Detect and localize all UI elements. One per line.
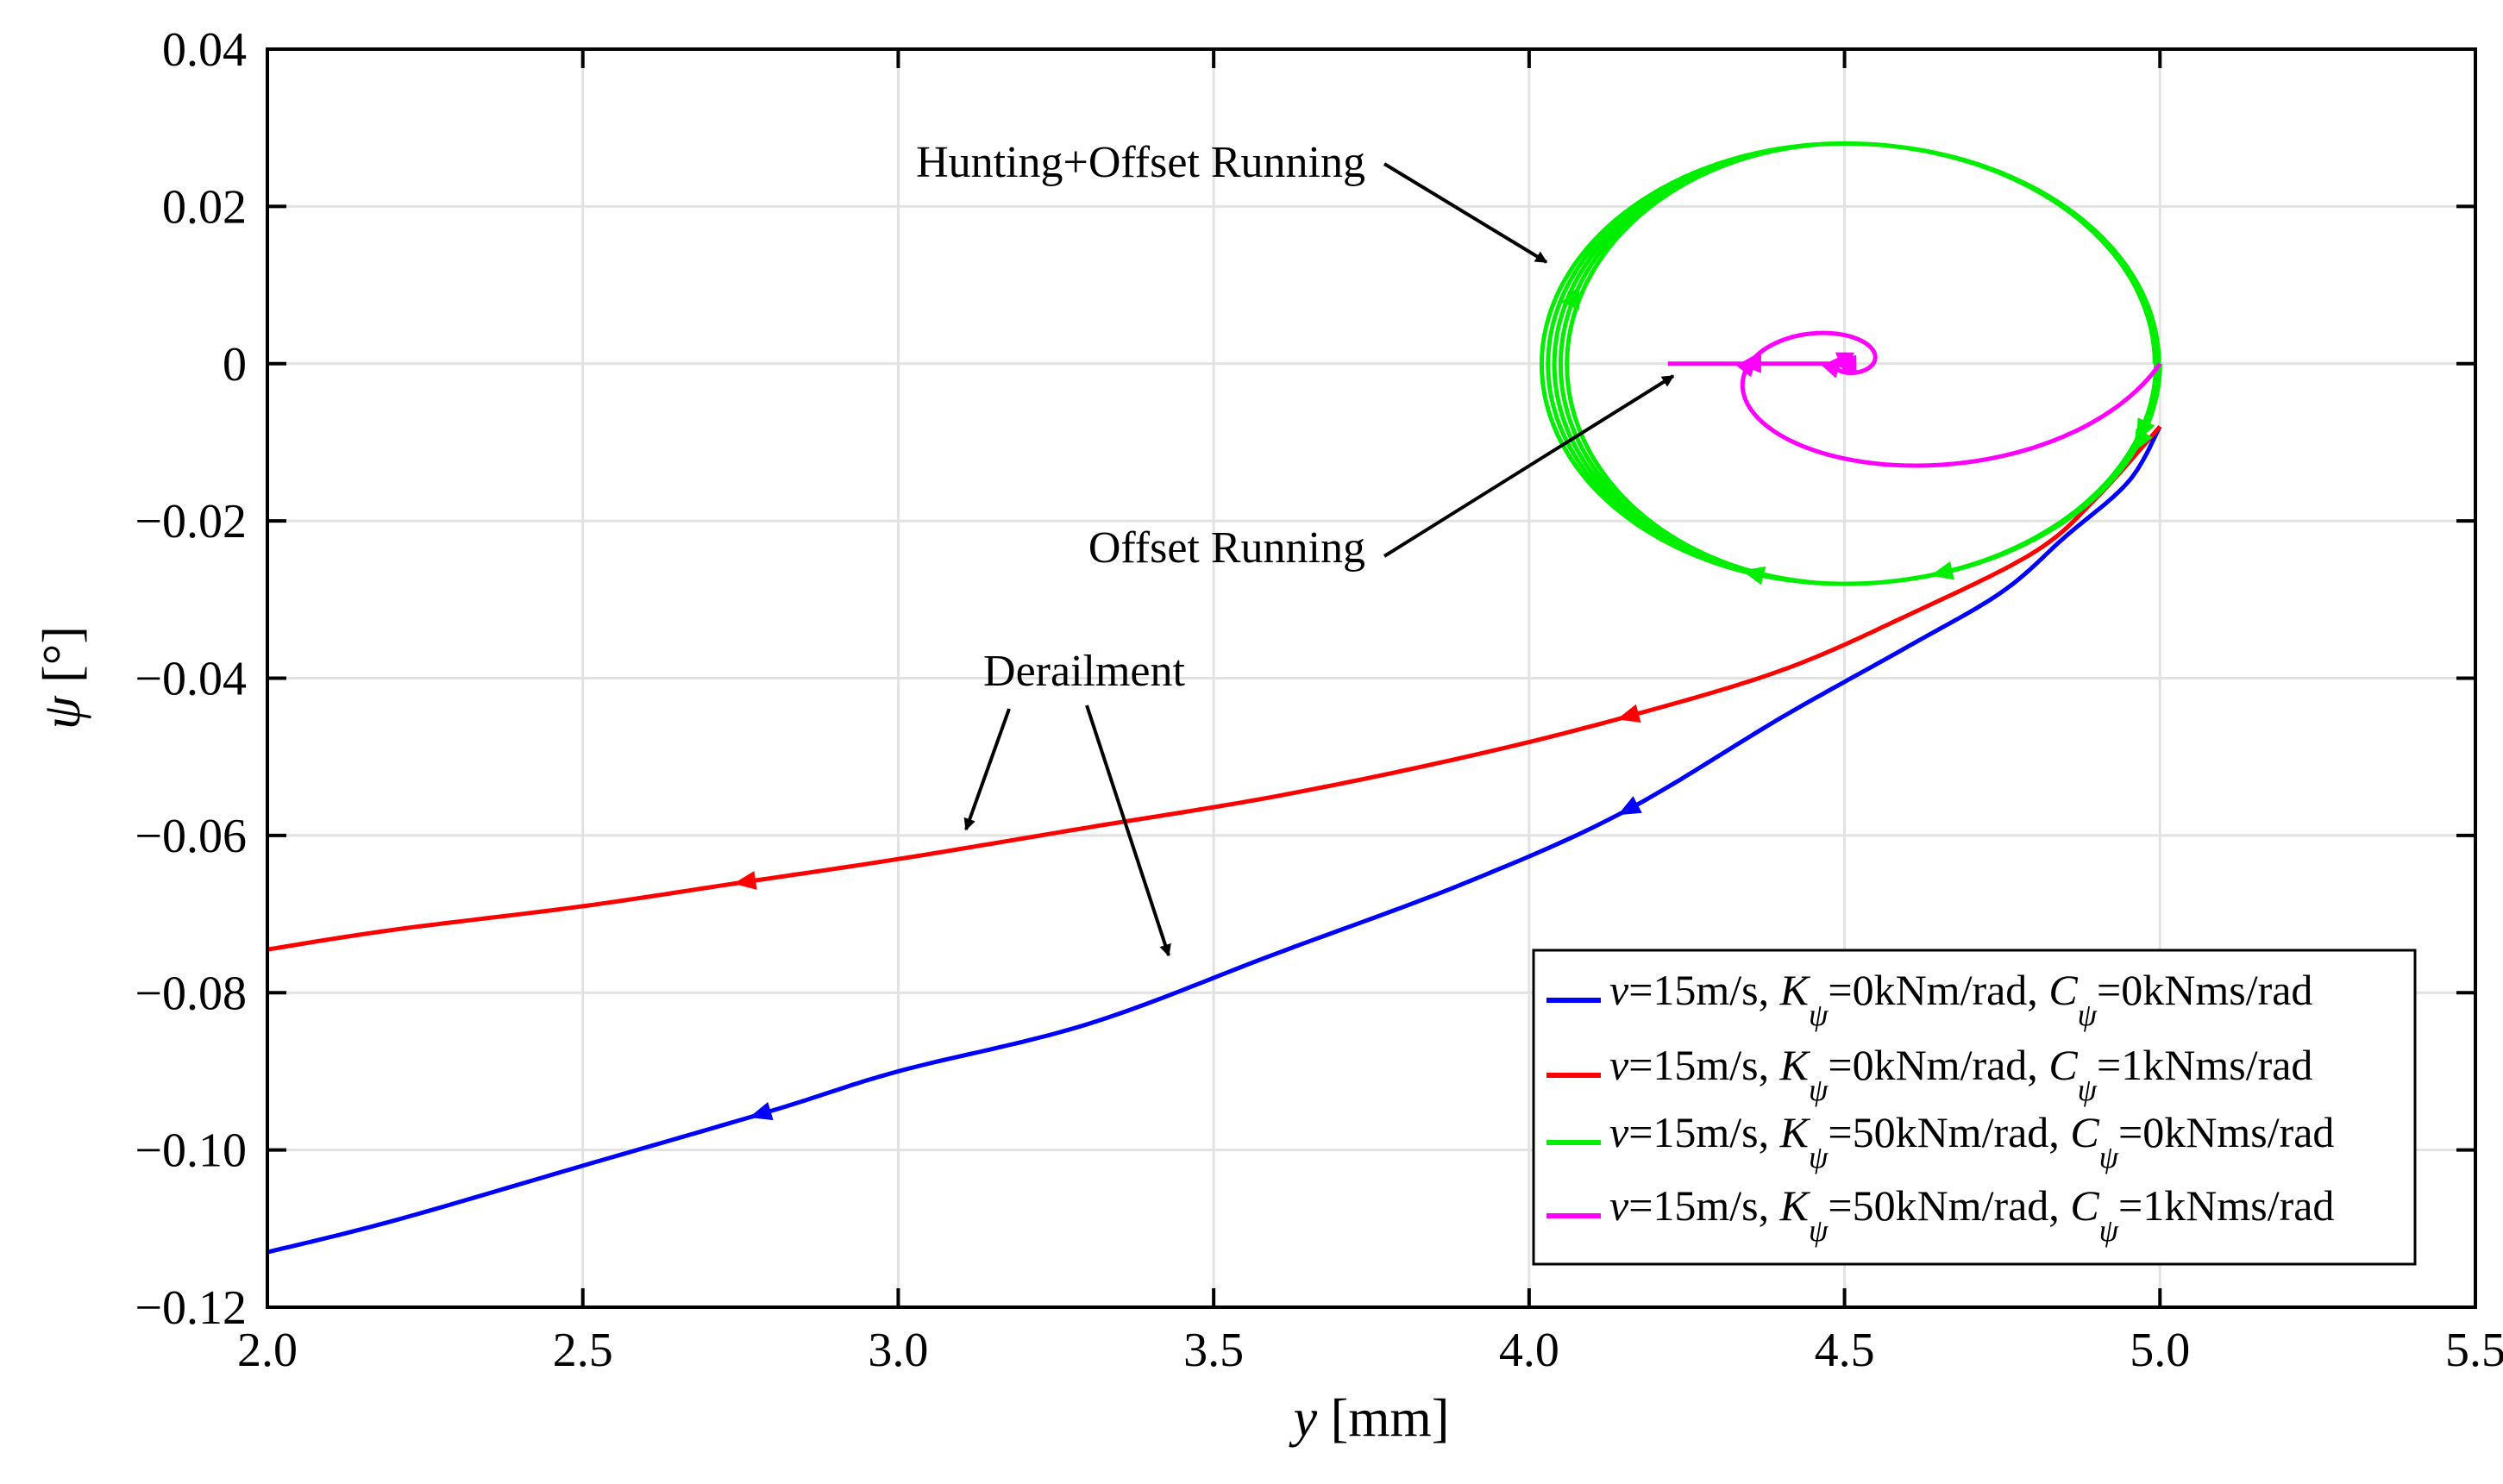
y-tick-label: −0.10 (135, 1124, 247, 1178)
x-tick-label: 2.5 (553, 1324, 613, 1377)
series-green-arrow (1741, 567, 1766, 585)
series-magenta-arrow (1835, 352, 1854, 375)
y-tick-label: −0.02 (135, 495, 247, 548)
x-tick-label: 4.0 (1499, 1324, 1559, 1377)
annotation-offset-arrow (1383, 374, 1675, 558)
x-tick-label: 3.0 (868, 1324, 928, 1377)
y-tick-label: −0.06 (135, 810, 247, 863)
series-blue-arrow (749, 1102, 774, 1121)
annotation-hunting-offset: Hunting+Offset Running (916, 138, 1365, 187)
y-axis-label: ψ [°] (33, 626, 91, 729)
y-tick-label: −0.04 (135, 653, 247, 706)
series-red-line (267, 425, 2162, 952)
x-axis-label: y [mm] (1289, 1389, 1450, 1448)
series-blue-arrow (1617, 796, 1642, 816)
legend: v=15m/s, Kψ=0kNm/rad, Cψ=0kNms/rad v=15m… (1532, 949, 2417, 1266)
series-green-line (1540, 141, 2162, 586)
series-red-arrow (1616, 704, 1641, 723)
annotations: Hunting+Offset Running Offset Running De… (916, 138, 1675, 957)
series-magenta-arrow (1738, 354, 1761, 373)
x-tick-label: 5.0 (2130, 1324, 2190, 1377)
legend-box (1532, 949, 2417, 1266)
series-green-arrow (2136, 417, 2155, 442)
annotation-offset-running: Offset Running (1088, 523, 1365, 573)
series-red-arrow (733, 871, 757, 890)
x-tick-label: 4.5 (1815, 1324, 1875, 1377)
annotation-derailment-arrow-red (963, 708, 1011, 831)
y-tick-label: −0.12 (135, 1281, 247, 1335)
legend-entry-red: v=15m/s, Kψ=0kNm/rad, Cψ=1kNms/rad (1609, 1041, 2312, 1107)
plot-frame (266, 47, 2477, 1309)
x-tick-label: 3.5 (1183, 1324, 1244, 1377)
series-blue-line (267, 425, 2162, 1255)
annotation-derailment: Derailment (983, 647, 1185, 696)
annotation-derailment-arrow-blue (1085, 704, 1171, 957)
legend-entry-magenta: v=15m/s, Kψ=50kNm/rad, Cψ=1kNms/rad (1609, 1181, 2334, 1248)
y-tick-label: −0.08 (135, 967, 247, 1020)
x-tick-label: 2.0 (237, 1324, 298, 1377)
series-layer (267, 141, 2162, 1255)
y-tick-label: 0.02 (162, 180, 247, 234)
annotation-hunting-arrow (1383, 162, 1548, 264)
series-green-arrow (1930, 561, 1954, 580)
axis-ticks: 2.0 2.5 3.0 3.5 4.0 4.5 5.0 5.5 0.04 0.02 0 −0.02 −0… (135, 23, 2503, 1377)
legend-entry-blue: v=15m/s, Kψ=0kNm/rad, Cψ=0kNms/rad (1609, 966, 2312, 1032)
y-tick-label: 0.04 (162, 23, 247, 77)
legend-entry-green: v=15m/s, Kψ=50kNm/rad, Cψ=0kNms/rad (1609, 1108, 2334, 1174)
x-tick-label: 5.5 (2445, 1324, 2503, 1377)
series-green-arrow (1561, 285, 1580, 310)
series-magenta-arrow (1822, 354, 1844, 379)
y-tick-label: 0 (223, 338, 247, 391)
